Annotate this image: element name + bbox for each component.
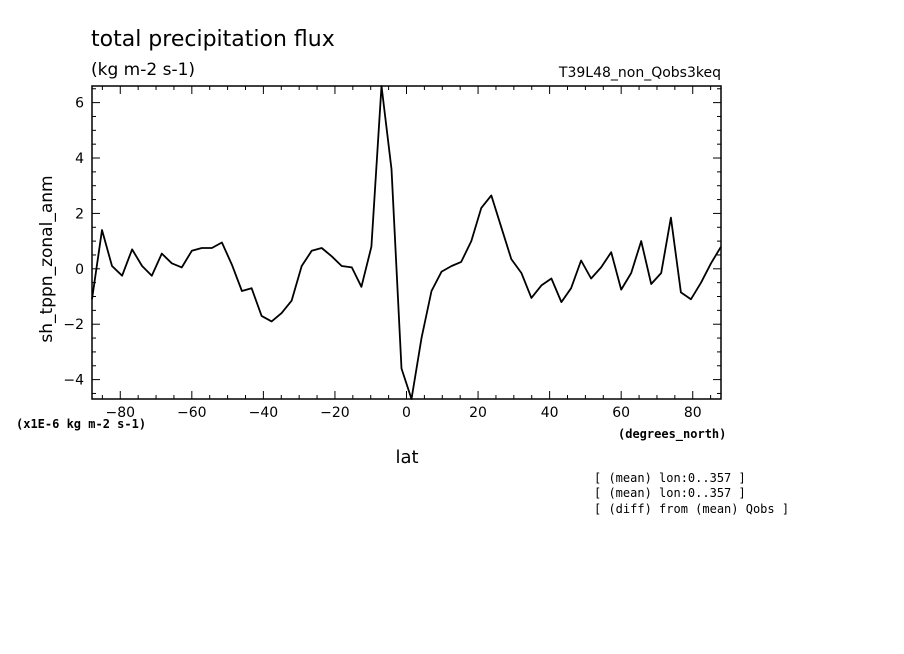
data-line-series-0 (91, 85, 722, 400)
y-tick-label: 6 (75, 96, 84, 112)
y-tick-label: 4 (75, 151, 84, 167)
x-tick-label: −80 (105, 405, 135, 421)
x-tick-label: 80 (684, 405, 702, 421)
note-line-1: [ (mean) lon:0..357 ] (594, 471, 746, 485)
note-line-3: [ (diff) from (mean) Qobs ] (594, 502, 789, 516)
y-tick-label: 2 (75, 206, 84, 222)
x-tick-label: 40 (541, 405, 559, 421)
y-scale-note: (x1E-6 kg m-2 s-1) (16, 417, 146, 431)
x-tick-label: 60 (612, 405, 630, 421)
x-axis-label: lat (395, 447, 418, 468)
x-units-label: (degrees_north) (618, 427, 726, 442)
y-tick-label: 0 (75, 262, 84, 278)
chart-title: total precipitation flux (91, 27, 335, 52)
x-tick-label: 20 (469, 405, 487, 421)
y-tick-label: −4 (63, 373, 84, 389)
x-tick-label: −40 (249, 405, 279, 421)
plot-frame (91, 85, 722, 400)
chart-subtitle: (kg m-2 s-1) (91, 60, 195, 80)
note-line-2: [ (mean) lon:0..357 ] (594, 486, 746, 500)
y-tick-label: −2 (63, 317, 84, 333)
experiment-label: T39L48_non_Qobs3keq (558, 65, 721, 81)
x-tick-label: −20 (320, 405, 350, 421)
x-tick-label: −60 (177, 405, 207, 421)
y-axis-label: sh_tppn_zonal_anm (37, 175, 57, 342)
x-tick-label: 0 (402, 405, 411, 421)
